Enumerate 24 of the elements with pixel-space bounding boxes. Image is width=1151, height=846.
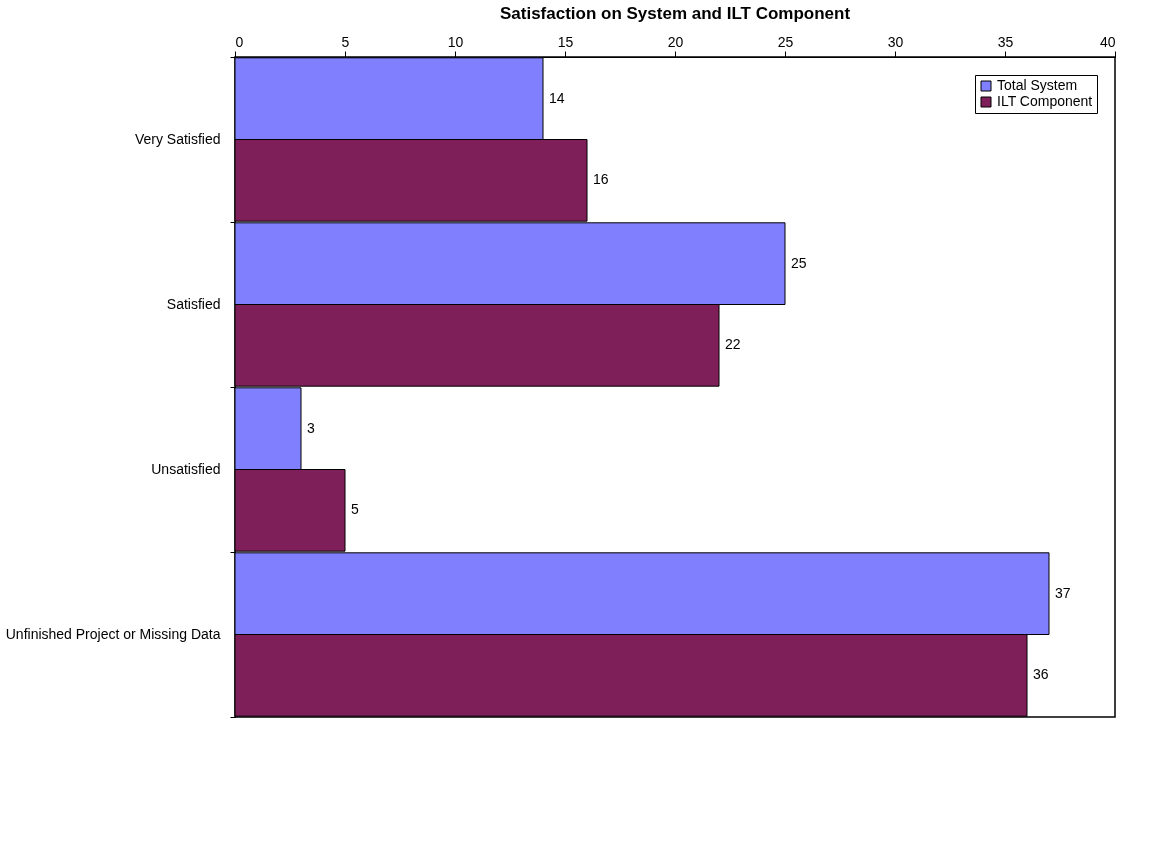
data-label: 16	[593, 171, 609, 188]
x-tick-label: 40	[1099, 33, 1116, 50]
data-label: 5	[351, 501, 359, 518]
y-tick-label: Unsatisfied	[151, 461, 221, 477]
data-label: 25	[791, 254, 807, 271]
x-tick-label: 25	[777, 33, 794, 50]
y-tick-label: Unfinished Project or Missing Data	[5, 626, 221, 642]
x-tick-label: 35	[997, 33, 1014, 50]
legend-label: Total System	[997, 77, 1078, 93]
data-label: 37	[1055, 584, 1071, 601]
y-tick-label: Very Satisfied	[134, 131, 221, 147]
data-label: 14	[549, 89, 565, 106]
x-tick-label: 15	[557, 33, 574, 50]
x-tick-label: 5	[341, 33, 350, 50]
x-tick-label: 20	[667, 33, 684, 50]
data-label: 22	[725, 336, 741, 353]
x-tick-label: 30	[887, 33, 904, 50]
x-tick-label: 10	[447, 33, 464, 50]
legend-label: ILT Component	[997, 93, 1093, 109]
data-label: 3	[307, 419, 315, 436]
chart-title: Satisfaction on System and ILT Component	[499, 4, 851, 23]
data-label: 36	[1033, 666, 1049, 683]
y-tick-label: Satisfied	[166, 296, 221, 312]
x-tick-label: 0	[235, 33, 244, 50]
